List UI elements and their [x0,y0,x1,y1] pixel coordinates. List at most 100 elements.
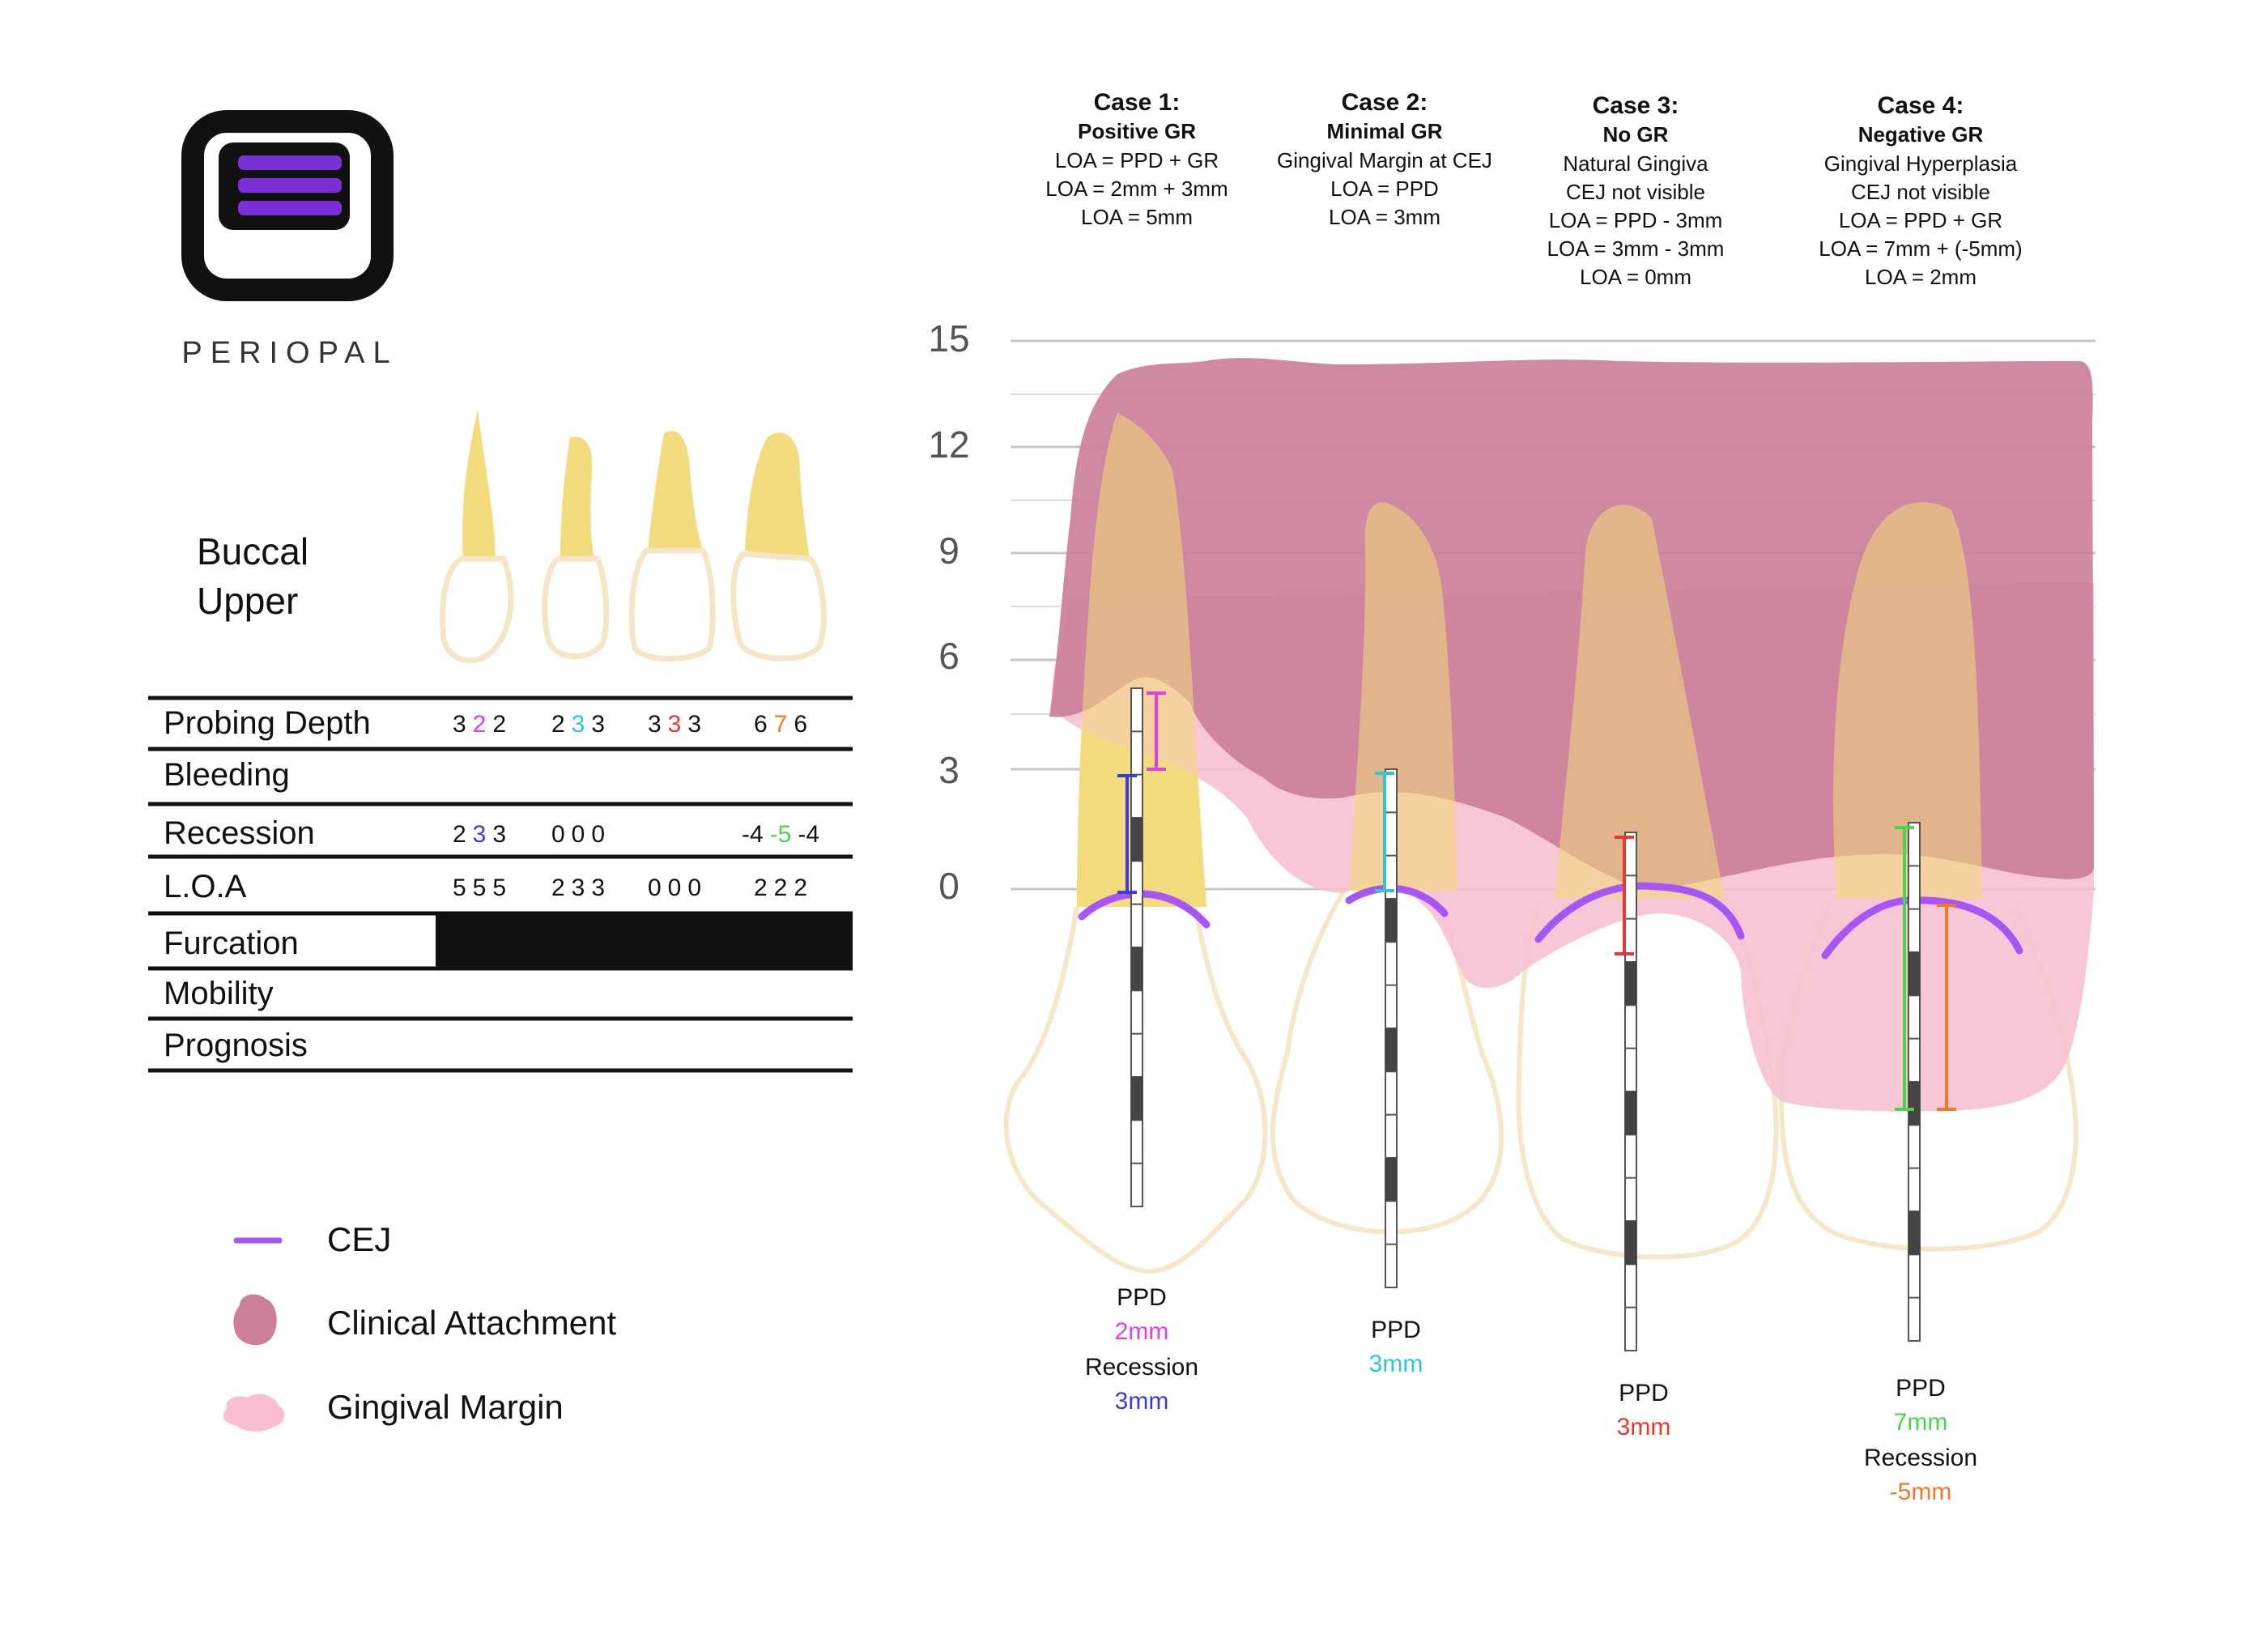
furcation-filled-area [436,915,853,967]
y-tick-label: 0 [938,865,960,907]
cell-value: -4 [742,821,764,848]
cell-value: 0 [668,874,682,901]
case-title: Case 1: [1094,89,1181,116]
cell-value: -4 [798,821,819,848]
measurement-label: PPD [1619,1380,1669,1406]
cell-value: 2 [794,874,807,901]
cell-value: 0 [591,821,605,848]
clinical-attachment-blob-icon [233,1294,277,1346]
case-formula-line: Gingival Hyperplasia [1824,151,2018,176]
legend-item-clinical-attachment: Clinical Attachment [233,1294,616,1346]
measurement-value: 7mm [1894,1409,1948,1436]
root-overlay [1555,504,1725,899]
measurement-group: PPD 2mm Recession 3mm [1085,1284,1198,1415]
cell-value: 2 [774,874,788,901]
case-formula-line: LOA = 2mm + 3mm [1045,177,1228,201]
periodontal-probes [1130,687,1921,1351]
table-row: Prognosis [164,1028,308,1063]
probe [1624,832,1637,1351]
case-formula-line: LOA = PPD - 3mm [1549,208,1723,232]
measurement-value: -5mm [1890,1479,1952,1505]
table-row: Furcation [164,915,853,967]
cell-value: 3 [473,821,487,848]
case-header: Case 2: Minimal GR Gingival Margin at CEJ L… [1277,89,1492,229]
cell-value: 3 [687,711,701,738]
row-label: Probing Depth [164,705,371,741]
cell-value: 5 [453,874,466,901]
case-title: Case 3: [1593,92,1679,119]
cell-value: 0 [648,874,662,901]
measurement-label: PPD [1117,1284,1167,1311]
case-formula-line: LOA = 2mm [1865,265,1977,289]
ppd-bracket-case-4 [1895,826,1914,1111]
measurement-group: PPD 7mm Recession -5mm [1864,1375,1977,1505]
cell-value: 2 [551,711,565,738]
crown-outline [1003,906,1268,1274]
section-title-line-1: Buccal [197,530,308,572]
cell-value: 5 [473,874,487,901]
case-formula-line: LOA = 5mm [1081,205,1193,229]
tooth-icon [542,436,610,660]
cell-value: 3 [492,821,506,848]
gingival-margin-blob-icon [223,1394,285,1432]
case-formula-line: LOA = PPD + GR [1055,148,1219,172]
row-cell-values: -4 -5 -4 [742,821,819,848]
tooth-icons [440,409,827,664]
cell-value: 2 [473,711,487,738]
measurement-brackets [1117,691,1956,1111]
row-label: Recession [164,815,315,851]
tooth-icon [440,409,514,664]
measurement-label: Recession [1864,1445,1977,1471]
measurement-value: 3mm [1617,1414,1671,1440]
y-tick-label: 3 [938,749,960,791]
periodontal-table: Probing Depth 3 2 2 2 3 3 3 3 3 6 7 6BleedingRecessi… [148,696,853,1073]
cell-value: 3 [648,711,662,738]
case-formula-line: LOA = 3mm - 3mm [1547,236,1725,261]
legend-label: Gingival Margin [327,1388,564,1426]
cell-value: 7 [774,711,788,738]
root-overlay [1077,413,1206,907]
table-row: Recession 2 3 3 0 0 0 -4 -5 -4 [164,815,819,851]
case-formula-line: LOA = PPD + GR [1839,208,2002,232]
measurement-label: Recession [1085,1354,1198,1381]
case-formula-line: LOA = 3mm [1329,205,1440,229]
cell-value: 3 [591,874,605,901]
measurement-value: 3mm [1369,1351,1423,1377]
table-row: L.O.A 5 5 5 2 3 3 0 0 0 2 2 2 [164,869,807,904]
legend-label: CEJ [327,1220,391,1258]
case-formula-line: Natural Gingiva [1563,151,1708,176]
section-title-line-2: Upper [197,580,298,622]
cell-value: 3 [591,711,605,738]
tooth-icon [730,432,827,662]
recession-bracket-case-1 [1117,774,1137,894]
y-tick-label: 6 [938,635,960,677]
measurement-value: 2mm [1115,1318,1169,1345]
probe [1385,768,1398,1288]
y-tick-label: 9 [938,530,960,572]
cell-value: 3 [572,711,585,738]
cell-value: -5 [770,821,792,848]
tooth-icon [628,431,716,662]
legend: CEJ Clinical Attachment Gingival Margin [223,1220,616,1432]
root-overlay [1349,502,1457,891]
row-label: Prognosis [164,1028,308,1063]
probe [1130,687,1143,1207]
measurement-group: PPD 3mm [1369,1317,1423,1377]
cell-value: 2 [551,874,565,901]
case-title: Case 2: [1342,89,1428,116]
case-formula-line: LOA = 0mm [1580,265,1691,289]
case-header: Case 3: No GR Natural Gingiva CEJ not visib… [1547,92,1725,289]
table-row: Mobility [164,976,274,1011]
case-formula-line: Gingival Margin at CEJ [1277,148,1492,172]
row-label: Furcation [164,926,299,961]
case-subtitle: Positive GR [1078,119,1196,143]
case-title: Case 4: [1878,92,1964,119]
case-headers: Case 1: Positive GR LOA = PPD + GR LOA = 2m… [1045,89,2022,289]
cell-value: 2 [754,874,768,901]
measurement-group: PPD 3mm [1617,1380,1671,1440]
